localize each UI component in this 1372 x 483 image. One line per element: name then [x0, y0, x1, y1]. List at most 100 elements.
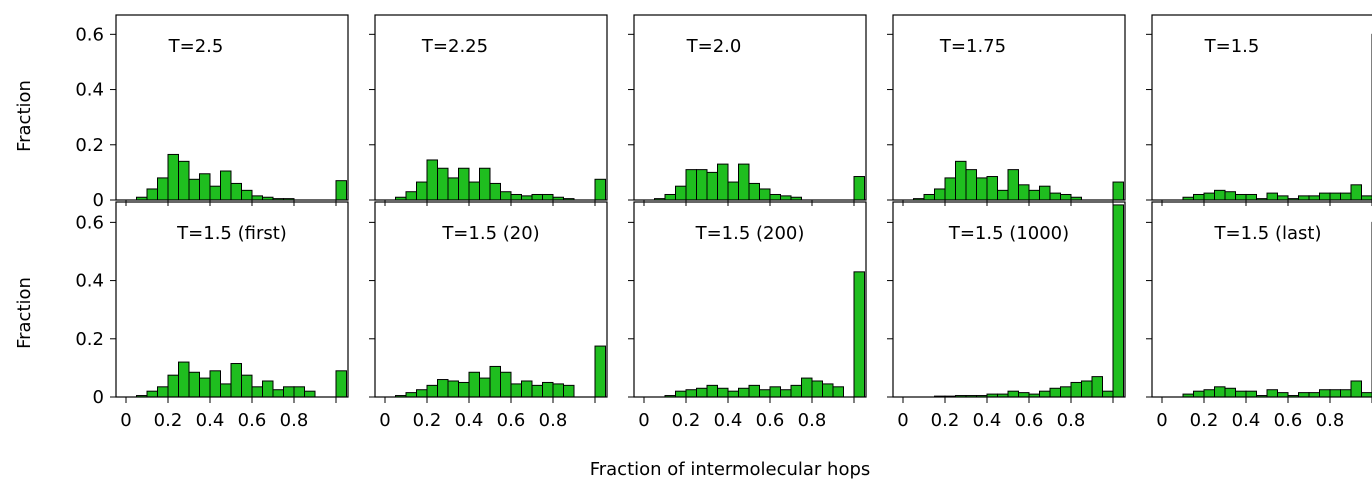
panel-title: T=1.75 [939, 36, 1006, 57]
x-tick-label: 0.4 [455, 410, 484, 431]
panel: 0 0.2 0.4 0.6 0.8 T=1.5 (20) [369, 201, 608, 431]
y-tick-label: 0.2 [75, 329, 104, 350]
histogram-bar [853, 176, 865, 201]
histogram-bar [780, 389, 792, 398]
histogram-bar [1350, 380, 1362, 398]
histogram-bar [1018, 184, 1030, 201]
histogram-bar [769, 193, 781, 201]
histogram-bar [664, 193, 676, 201]
x-tick-label: 0.8 [1316, 410, 1345, 431]
y-tick-label: 0 [93, 387, 104, 408]
histogram-bar [955, 160, 967, 201]
panel-title: T=1.5 (200) [695, 223, 805, 244]
y-axis-label-bottom: Fraction [14, 277, 35, 349]
y-tick-label: 0.6 [75, 24, 104, 45]
panel-title: T=1.5 (20) [441, 223, 539, 244]
histogram-bar [230, 363, 242, 398]
histogram-bar [1245, 390, 1257, 398]
histogram-bar [801, 377, 813, 398]
histogram-bar [405, 392, 417, 398]
histogram-bar [157, 177, 169, 201]
histogram-bar [1350, 184, 1362, 201]
axes-frame [1151, 14, 1372, 201]
x-tick-label: 0.8 [1057, 410, 1086, 431]
histogram-bar [251, 386, 263, 398]
histogram-bar [1193, 390, 1205, 398]
panel-title: T=2.5 [168, 36, 224, 57]
histogram-bar [717, 163, 729, 201]
panel: 0 0.2 0.4 0.6 0.8 T=1.5 (1000) [887, 201, 1126, 431]
histogram-bar [468, 371, 480, 398]
histogram-bar [748, 182, 760, 201]
x-tick-label: 0.8 [798, 410, 827, 431]
histogram-bar [685, 169, 697, 201]
panel: 0 0.2 0.4 0.6 T=2.5 [75, 14, 349, 211]
histogram-bar [521, 195, 533, 201]
x-tick-label: 0 [638, 410, 649, 431]
panel-title: T=1.5 (1000) [948, 223, 1069, 244]
histogram-bar [685, 389, 697, 398]
histogram-bar [986, 176, 998, 201]
histogram-bar [262, 380, 274, 398]
histogram-bar [759, 389, 771, 398]
histogram-bar [1203, 389, 1215, 398]
histogram-bar [521, 380, 533, 398]
histogram-bar [426, 159, 438, 201]
histogram-bar [738, 163, 750, 201]
x-tick-label: 0.6 [497, 410, 526, 431]
histogram-bar [1329, 192, 1341, 201]
histogram-bar [251, 195, 263, 201]
histogram-bar [853, 271, 865, 398]
histogram-bar [1235, 390, 1247, 398]
histogram-bar [1224, 191, 1236, 201]
histogram-bar [437, 167, 449, 201]
histogram-bar [1329, 389, 1341, 398]
histogram-bar [675, 185, 687, 201]
x-tick-label: 0.8 [539, 410, 568, 431]
histogram-bar [405, 191, 417, 201]
panel-title: T=2.25 [421, 36, 488, 57]
y-tick-label: 0.6 [75, 212, 104, 233]
histogram-bar [1049, 192, 1061, 201]
histogram-bar [188, 371, 200, 398]
histogram-bar [146, 188, 158, 201]
histogram-bar [1203, 192, 1215, 201]
histogram-bar [542, 193, 554, 201]
histogram-bar [563, 384, 575, 398]
y-tick-label: 0.2 [75, 135, 104, 156]
x-tick-label: 0 [120, 410, 131, 431]
histogram-bar [1245, 193, 1257, 201]
histogram-bar [1277, 392, 1289, 398]
x-tick-label: 0.4 [973, 410, 1002, 431]
histogram-bar [458, 381, 470, 398]
histogram-bar [178, 361, 190, 398]
x-tick-label: 0.6 [238, 410, 267, 431]
histogram-bar [706, 384, 718, 398]
histogram-bar [822, 383, 834, 398]
axes-frame [1151, 201, 1372, 398]
histogram-bar [1193, 193, 1205, 201]
x-tick-label: 0.2 [672, 410, 701, 431]
panel-title: T=1.5 (last) [1214, 223, 1322, 244]
histogram-bar [780, 195, 792, 201]
histogram-bar [489, 365, 501, 398]
histogram-bar [1235, 193, 1247, 201]
histogram-bar [199, 377, 211, 398]
x-tick-label: 0 [897, 410, 908, 431]
histogram-bar [976, 177, 988, 201]
histogram-bar [832, 386, 844, 398]
y-tick-label: 0 [93, 190, 104, 211]
panel: 0 0.2 0.4 0.6 0.8 T=1.5 (last) [1146, 201, 1372, 431]
histogram-bar [1112, 204, 1124, 398]
histogram-bar [811, 380, 823, 398]
panel: T=1.5 [1146, 14, 1372, 206]
x-tick-label: 0.2 [1190, 410, 1219, 431]
histogram-bar [1007, 169, 1019, 201]
histogram-bar [1070, 381, 1082, 398]
y-tick-label: 0.4 [75, 271, 104, 292]
histogram-bar [727, 390, 739, 398]
x-tick-label: 0 [1156, 410, 1167, 431]
histogram-bar [542, 381, 554, 398]
axes-frame [374, 201, 608, 398]
